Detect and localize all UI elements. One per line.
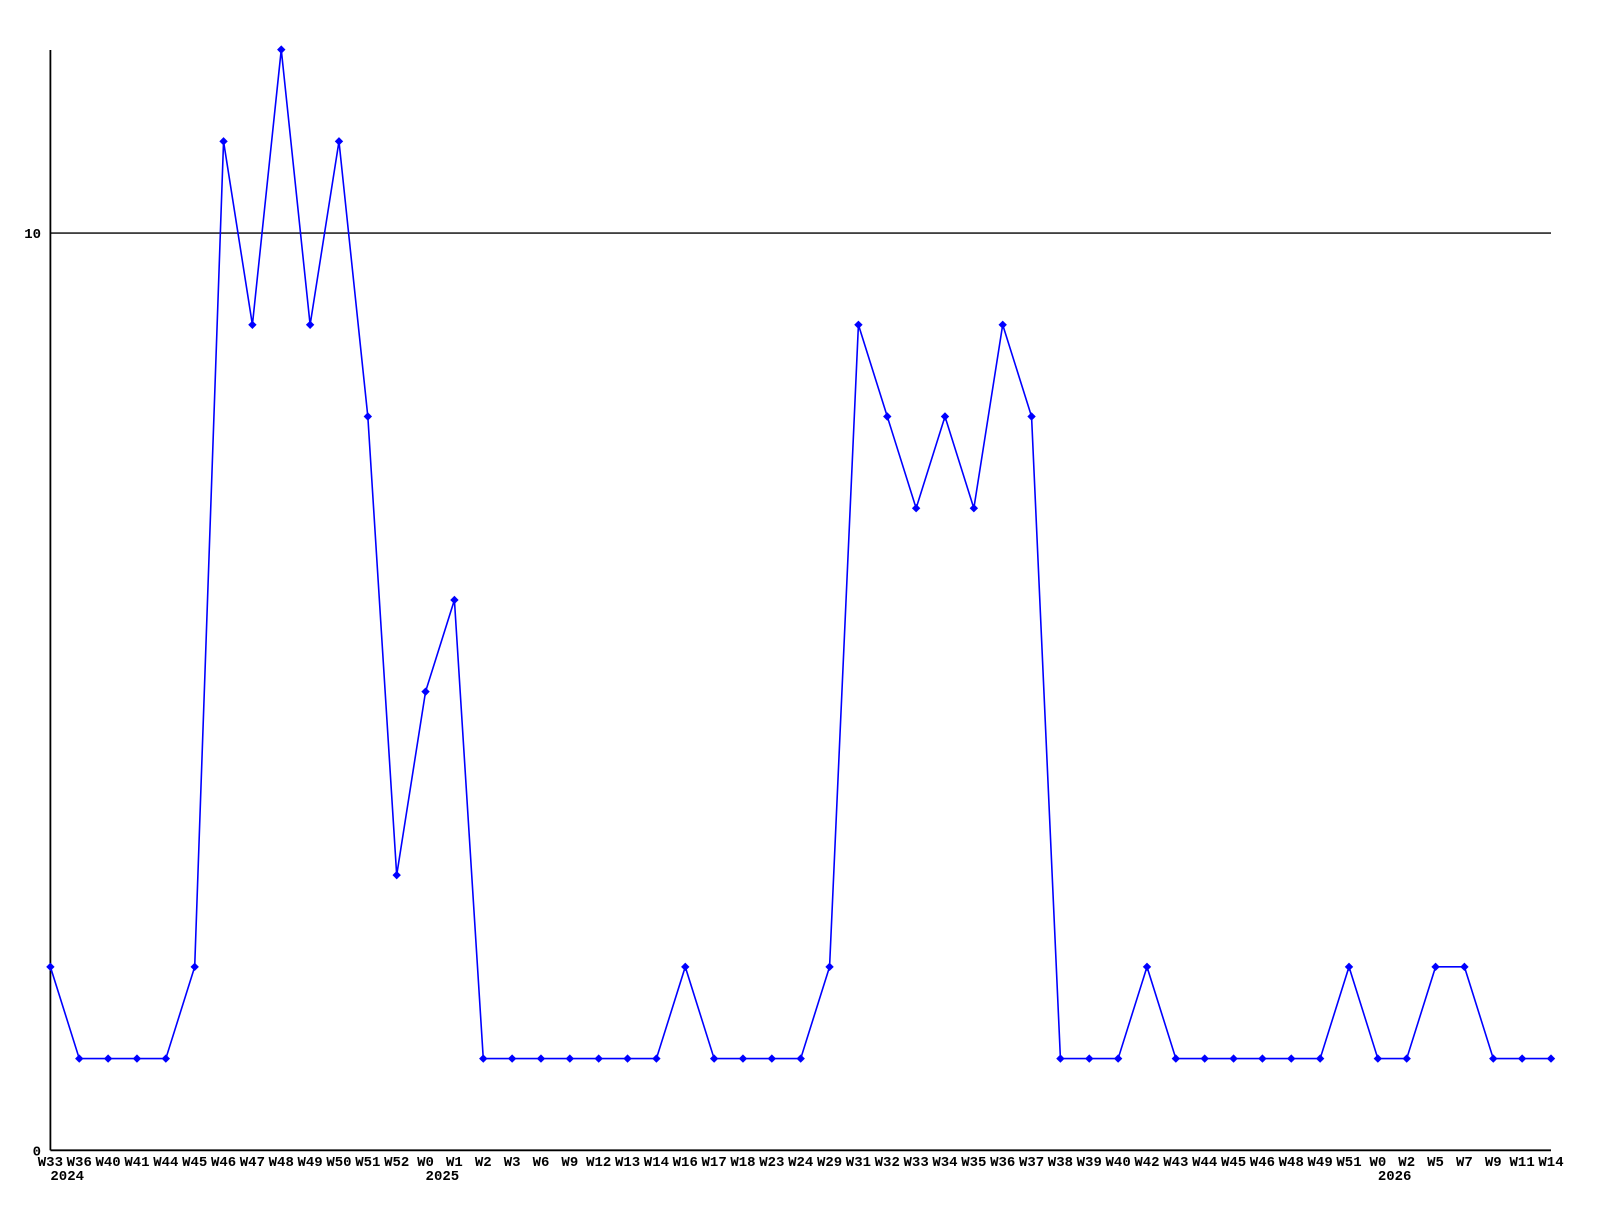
svg-text:W46: W46 [1250, 1155, 1275, 1171]
svg-text:W11: W11 [1510, 1155, 1535, 1171]
svg-text:W50: W50 [326, 1155, 351, 1171]
svg-text:W7: W7 [1456, 1155, 1473, 1171]
svg-text:W36: W36 [990, 1155, 1015, 1171]
svg-text:W51: W51 [1336, 1155, 1361, 1171]
svg-text:W41: W41 [124, 1155, 149, 1171]
svg-text:W9: W9 [1485, 1155, 1502, 1171]
svg-text:W14: W14 [644, 1155, 669, 1171]
svg-text:W33: W33 [904, 1155, 929, 1171]
svg-text:W39: W39 [1077, 1155, 1102, 1171]
svg-text:W45: W45 [1221, 1155, 1246, 1171]
svg-text:2024: 2024 [50, 1169, 84, 1185]
svg-text:W6: W6 [533, 1155, 550, 1171]
svg-text:W47: W47 [240, 1155, 265, 1171]
svg-text:W13: W13 [615, 1155, 640, 1171]
svg-text:W2: W2 [475, 1155, 492, 1171]
svg-text:W3: W3 [504, 1155, 521, 1171]
svg-text:W37: W37 [1019, 1155, 1044, 1171]
svg-text:W35: W35 [961, 1155, 986, 1171]
svg-text:W40: W40 [1106, 1155, 1131, 1171]
svg-text:W45: W45 [182, 1155, 207, 1171]
svg-text:W40: W40 [96, 1155, 121, 1171]
svg-text:W48: W48 [269, 1155, 294, 1171]
svg-text:W34: W34 [932, 1155, 957, 1171]
svg-text:W44: W44 [1192, 1155, 1217, 1171]
svg-text:2026: 2026 [1378, 1169, 1412, 1185]
svg-text:W9: W9 [561, 1155, 578, 1171]
svg-text:W48: W48 [1279, 1155, 1304, 1171]
svg-text:W31: W31 [846, 1155, 871, 1171]
svg-text:W17: W17 [702, 1155, 727, 1171]
svg-text:W46: W46 [211, 1155, 236, 1171]
svg-text:W12: W12 [586, 1155, 611, 1171]
svg-text:W49: W49 [298, 1155, 323, 1171]
svg-text:W49: W49 [1308, 1155, 1333, 1171]
svg-text:W18: W18 [730, 1155, 755, 1171]
svg-text:W52: W52 [384, 1155, 409, 1171]
svg-text:W51: W51 [355, 1155, 380, 1171]
svg-text:W23: W23 [759, 1155, 784, 1171]
svg-text:W42: W42 [1134, 1155, 1159, 1171]
svg-text:2025: 2025 [426, 1169, 460, 1185]
svg-text:W29: W29 [817, 1155, 842, 1171]
svg-text:W43: W43 [1163, 1155, 1188, 1171]
svg-text:W16: W16 [673, 1155, 698, 1171]
svg-text:10: 10 [24, 227, 41, 243]
svg-text:W32: W32 [875, 1155, 900, 1171]
svg-text:W44: W44 [153, 1155, 178, 1171]
svg-text:W5: W5 [1427, 1155, 1444, 1171]
svg-text:W14: W14 [1538, 1155, 1563, 1171]
svg-text:W24: W24 [788, 1155, 813, 1171]
svg-text:W38: W38 [1048, 1155, 1073, 1171]
